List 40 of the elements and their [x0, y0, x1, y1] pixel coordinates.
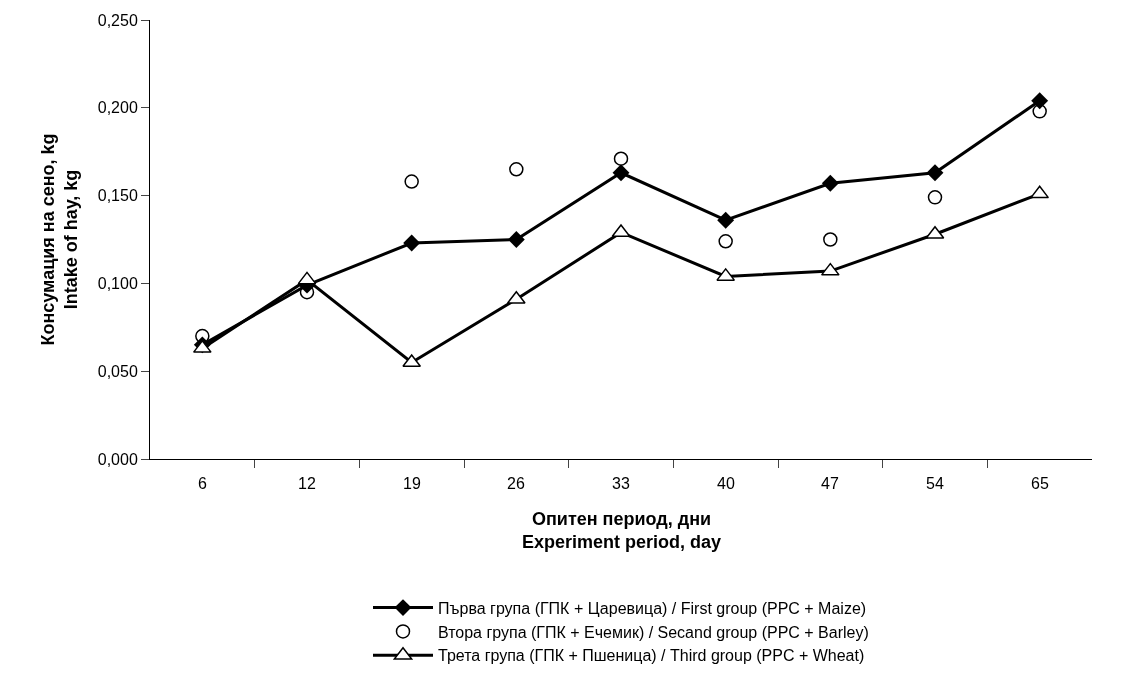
- x-tick-label: 6: [198, 475, 207, 492]
- y-tick-label: 0,200: [97, 99, 138, 117]
- point: [926, 164, 944, 182]
- point: [718, 234, 733, 249]
- point: [1032, 104, 1047, 119]
- point: [403, 234, 421, 252]
- x-tick-label: 33: [612, 475, 630, 492]
- point: [820, 262, 840, 276]
- x-axis-title: Опитен период, дни Experiment period, day: [522, 509, 722, 553]
- y-tick-label: 0,000: [97, 450, 138, 468]
- point: [925, 225, 945, 239]
- point: [823, 232, 838, 247]
- x-tick-label: 40: [717, 475, 735, 492]
- legend-label: Втора група (ГПК + Ечемик) / Secand group (PPC + Barley): [438, 623, 869, 641]
- x-tick-label: 54: [926, 475, 944, 492]
- point: [1030, 185, 1050, 199]
- y-tick-label: 0,050: [97, 362, 138, 380]
- x-tick-label: 19: [403, 475, 421, 492]
- x-tick-label: 12: [298, 475, 316, 492]
- point: [1031, 92, 1049, 110]
- point: [613, 151, 629, 166]
- x-tick-label: 65: [1031, 475, 1049, 492]
- point: [506, 290, 526, 304]
- point: [717, 211, 735, 229]
- legend-label: Трета група (ГПК + Пшеница) / Third group (PPC + Wheat): [438, 647, 865, 665]
- y-tick-label: 0,150: [97, 187, 138, 205]
- point: [821, 174, 839, 192]
- point: [404, 174, 419, 189]
- y-tick-label: 0,250: [97, 11, 138, 29]
- point: [927, 190, 943, 205]
- legend-label: Първа група (ГПК + Царевица) / First group (PPC + Maize): [438, 599, 867, 617]
- point: [195, 328, 210, 344]
- point: [507, 231, 525, 248]
- x-tick-label: 47: [821, 475, 839, 492]
- y-axis-title: Консумация на сено, kg Intake of hay, kg: [37, 133, 81, 346]
- point: [297, 271, 317, 285]
- x-tick-label: 26: [507, 475, 525, 492]
- y-tick-label: 0,100: [97, 275, 138, 292]
- point: [509, 162, 524, 177]
- point: [612, 164, 630, 182]
